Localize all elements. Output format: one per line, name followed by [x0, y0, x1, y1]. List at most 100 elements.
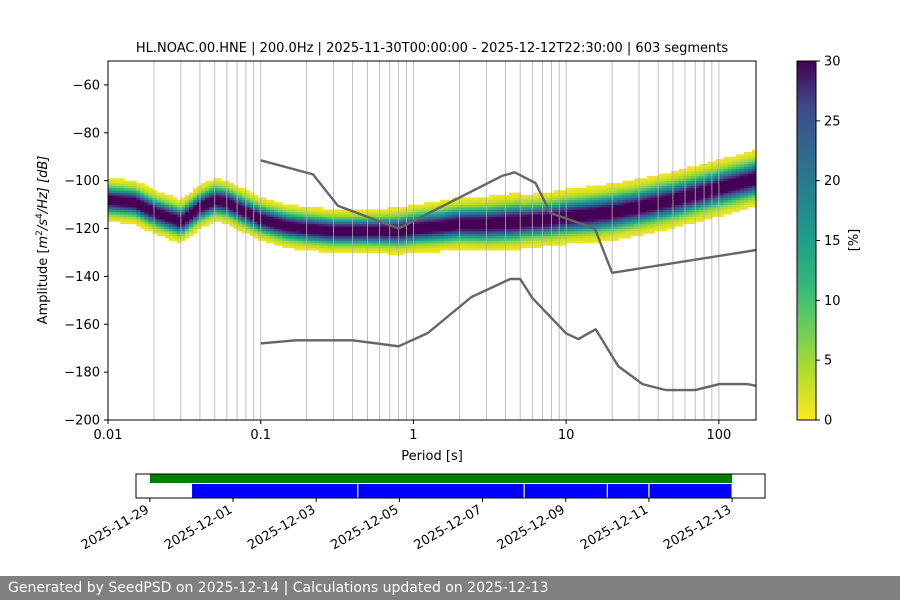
heatmap-cell: [675, 190, 680, 194]
heatmap-cell: [747, 185, 753, 189]
heatmap-cell: [513, 245, 518, 249]
heatmap-cell: [747, 199, 753, 203]
heatmap-cell: [342, 221, 348, 225]
heatmap-cell: [274, 204, 279, 208]
heatmap-cell: [160, 192, 166, 196]
heatmap-cell: [747, 192, 753, 196]
heatmap-cell: [747, 195, 753, 198]
heatmap-cell: [180, 209, 186, 213]
heatmap-cell: [355, 226, 360, 229]
heatmap-cell: [626, 230, 631, 234]
heatmap-cell: [606, 190, 611, 194]
heatmap-cell: [731, 180, 737, 184]
heatmap-cell: [132, 211, 137, 215]
heatmap-cell: [197, 209, 202, 213]
heatmap-cell: [282, 242, 287, 246]
heatmap-cell: [573, 209, 579, 213]
heatmap-cell: [460, 240, 465, 244]
heatmap-cell: [330, 238, 336, 241]
heatmap-cell: [658, 173, 664, 177]
heatmap-cell: [415, 226, 421, 229]
heatmap-cell: [379, 250, 384, 253]
heatmap-cell: [476, 238, 481, 241]
heatmap-cell: [460, 197, 465, 201]
heatmap-cell: [274, 218, 279, 222]
heatmap-cell: [626, 223, 631, 227]
heatmap-cell: [245, 221, 251, 225]
heatmap-cell: [448, 206, 453, 210]
heatmap-cell: [508, 240, 514, 244]
heatmap-cell: [545, 209, 550, 213]
heatmap-cell: [140, 185, 145, 189]
heatmap-cell: [132, 199, 137, 203]
heatmap-cell: [197, 190, 202, 194]
heatmap-cell: [148, 192, 153, 196]
heatmap-cell: [598, 214, 603, 217]
heatmap-cell: [622, 202, 627, 205]
heatmap-cell: [108, 202, 113, 205]
heatmap-cell: [594, 209, 599, 213]
heatmap-cell: [346, 250, 352, 253]
heatmap-cell: [739, 163, 745, 167]
heatmap-cell: [476, 218, 481, 222]
heatmap-cell: [241, 190, 247, 194]
heatmap-cell: [529, 199, 534, 203]
heatmap-cell: [715, 209, 720, 213]
heatmap-cell: [484, 216, 490, 220]
heatmap-cell: [508, 218, 514, 222]
footer-text: Generated by SeedPSD on 2025-12-14 | Cal…: [8, 580, 549, 596]
heatmap-cell: [124, 211, 129, 215]
heatmap-cell: [136, 202, 141, 205]
heatmap-cell: [727, 159, 733, 162]
heatmap-cell: [614, 195, 619, 198]
heatmap-cell: [626, 192, 631, 196]
heatmap-cell: [201, 183, 206, 186]
heatmap-cell: [561, 204, 567, 208]
heatmap-cell: [747, 168, 753, 172]
heatmap-cell: [233, 209, 238, 213]
heatmap-cell: [201, 202, 206, 205]
heatmap-cell: [594, 238, 599, 241]
heatmap-cell: [517, 221, 522, 225]
heatmap-cell: [452, 226, 457, 229]
heatmap-cell: [699, 183, 704, 186]
heatmap-cell: [245, 216, 251, 220]
heatmap-cell: [444, 238, 449, 241]
heatmap-cell: [577, 190, 583, 194]
heatmap-cell: [229, 187, 234, 191]
heatmap-cell: [314, 235, 319, 239]
heatmap-cell: [545, 218, 550, 222]
heatmap-cell: [622, 233, 627, 237]
heatmap-cell: [739, 192, 745, 196]
heatmap-cell: [128, 199, 133, 203]
heatmap-cell: [363, 238, 368, 241]
heatmap-cell: [120, 190, 125, 194]
heatmap-cell: [403, 206, 409, 210]
heatmap-cell: [594, 192, 599, 196]
heatmap-cell: [411, 242, 417, 246]
heatmap-cell: [452, 209, 457, 213]
heatmap-cell: [132, 185, 137, 189]
heatmap-cell: [731, 161, 737, 165]
heatmap-cell: [399, 245, 405, 249]
heatmap-cell: [525, 218, 530, 222]
heatmap-cell: [355, 240, 360, 244]
heatmap-cell: [140, 223, 145, 227]
heatmap-cell: [545, 230, 550, 234]
heatmap-cell: [448, 223, 453, 227]
heatmap-cell: [245, 204, 251, 208]
heatmap-cell: [703, 166, 708, 170]
heatmap-cell: [326, 226, 332, 229]
heatmap-cell: [541, 230, 546, 234]
heatmap-cell: [326, 238, 332, 241]
heatmap-cell: [662, 218, 668, 222]
heatmap-cell: [577, 206, 583, 210]
heatmap-cell: [391, 230, 396, 234]
heatmap-cell: [456, 221, 461, 225]
heatmap-cell: [379, 247, 384, 251]
heatmap-cell: [553, 233, 558, 237]
heatmap-cell: [472, 216, 477, 220]
heatmap-cell: [521, 211, 526, 215]
heatmap-cell: [634, 216, 639, 220]
heatmap-cell: [355, 216, 360, 220]
